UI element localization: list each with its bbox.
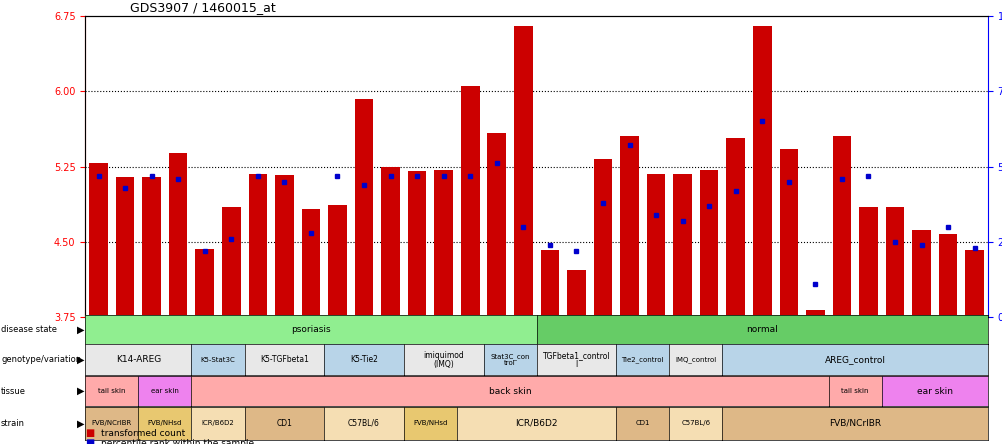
Bar [487, 133, 506, 317]
Bar [859, 207, 877, 317]
Text: strain: strain [1, 419, 25, 428]
Text: normal: normal [745, 325, 778, 334]
Text: genotype/variation: genotype/variation [1, 355, 81, 364]
Text: K14-AREG: K14-AREG [115, 355, 160, 364]
Text: CD1: CD1 [277, 419, 292, 428]
Bar [964, 250, 983, 317]
Text: ▶: ▶ [76, 355, 84, 365]
Bar [461, 86, 479, 317]
Bar [672, 174, 691, 317]
Bar [248, 174, 267, 317]
Text: ear skin: ear skin [151, 388, 178, 394]
Text: K5-Stat3C: K5-Stat3C [200, 357, 235, 363]
Text: C57BL/6: C57BL/6 [348, 419, 380, 428]
Text: tail skin: tail skin [841, 388, 868, 394]
Text: ▶: ▶ [76, 418, 84, 428]
Text: ear skin: ear skin [916, 387, 952, 396]
Text: ICR/B6D2: ICR/B6D2 [201, 420, 234, 426]
Bar [699, 170, 717, 317]
Bar [832, 136, 851, 317]
Text: tissue: tissue [1, 387, 26, 396]
Bar [168, 154, 187, 317]
Text: ■: ■ [85, 428, 94, 438]
Bar [381, 166, 400, 317]
Text: disease state: disease state [1, 325, 57, 334]
Text: C57BL/6: C57BL/6 [680, 420, 709, 426]
Bar [514, 26, 532, 317]
Bar [221, 207, 240, 317]
Bar [408, 170, 426, 317]
Bar [593, 159, 611, 317]
Text: FVB/NCrIBR: FVB/NCrIBR [829, 419, 881, 428]
Bar [885, 207, 904, 317]
Text: ▶: ▶ [76, 325, 84, 335]
Bar [725, 139, 744, 317]
Bar [434, 170, 453, 317]
Bar [566, 270, 585, 317]
Bar [912, 230, 930, 317]
Text: ICR/B6D2: ICR/B6D2 [515, 419, 557, 428]
Text: FVB/NHsd: FVB/NHsd [147, 420, 182, 426]
Text: imiquimod
(IMQ): imiquimod (IMQ) [423, 351, 464, 369]
Text: GDS3907 / 1460015_at: GDS3907 / 1460015_at [130, 1, 276, 14]
Bar [355, 99, 373, 317]
Text: psoriasis: psoriasis [291, 325, 331, 334]
Text: AREG_control: AREG_control [824, 355, 885, 364]
Bar [115, 177, 134, 317]
Bar [142, 177, 160, 317]
Bar [753, 26, 771, 317]
Text: Tie2_control: Tie2_control [621, 356, 663, 363]
Bar [275, 174, 294, 317]
Text: K5-Tie2: K5-Tie2 [350, 355, 378, 364]
Text: FVB/NHsd: FVB/NHsd [413, 420, 447, 426]
Text: TGFbeta1_control
l: TGFbeta1_control l [542, 351, 609, 369]
Bar [302, 209, 320, 317]
Text: FVB/NCrIBR: FVB/NCrIBR [91, 420, 132, 426]
Bar [646, 174, 664, 317]
Text: CD1: CD1 [635, 420, 649, 426]
Bar [619, 136, 638, 317]
Text: tail skin: tail skin [98, 388, 125, 394]
Bar [328, 205, 347, 317]
Bar [938, 234, 957, 317]
Bar [779, 149, 798, 317]
Bar [195, 249, 213, 317]
Text: ▶: ▶ [76, 386, 84, 396]
Text: back skin: back skin [488, 387, 531, 396]
Text: Stat3C_con
trol: Stat3C_con trol [490, 353, 529, 366]
Text: percentile rank within the sample: percentile rank within the sample [101, 440, 255, 444]
Bar [806, 310, 824, 317]
Bar [540, 250, 559, 317]
Text: ■: ■ [85, 438, 94, 444]
Bar [89, 163, 108, 317]
Text: transformed count: transformed count [101, 429, 185, 438]
Text: IMQ_control: IMQ_control [674, 356, 715, 363]
Text: K5-TGFbeta1: K5-TGFbeta1 [260, 355, 309, 364]
